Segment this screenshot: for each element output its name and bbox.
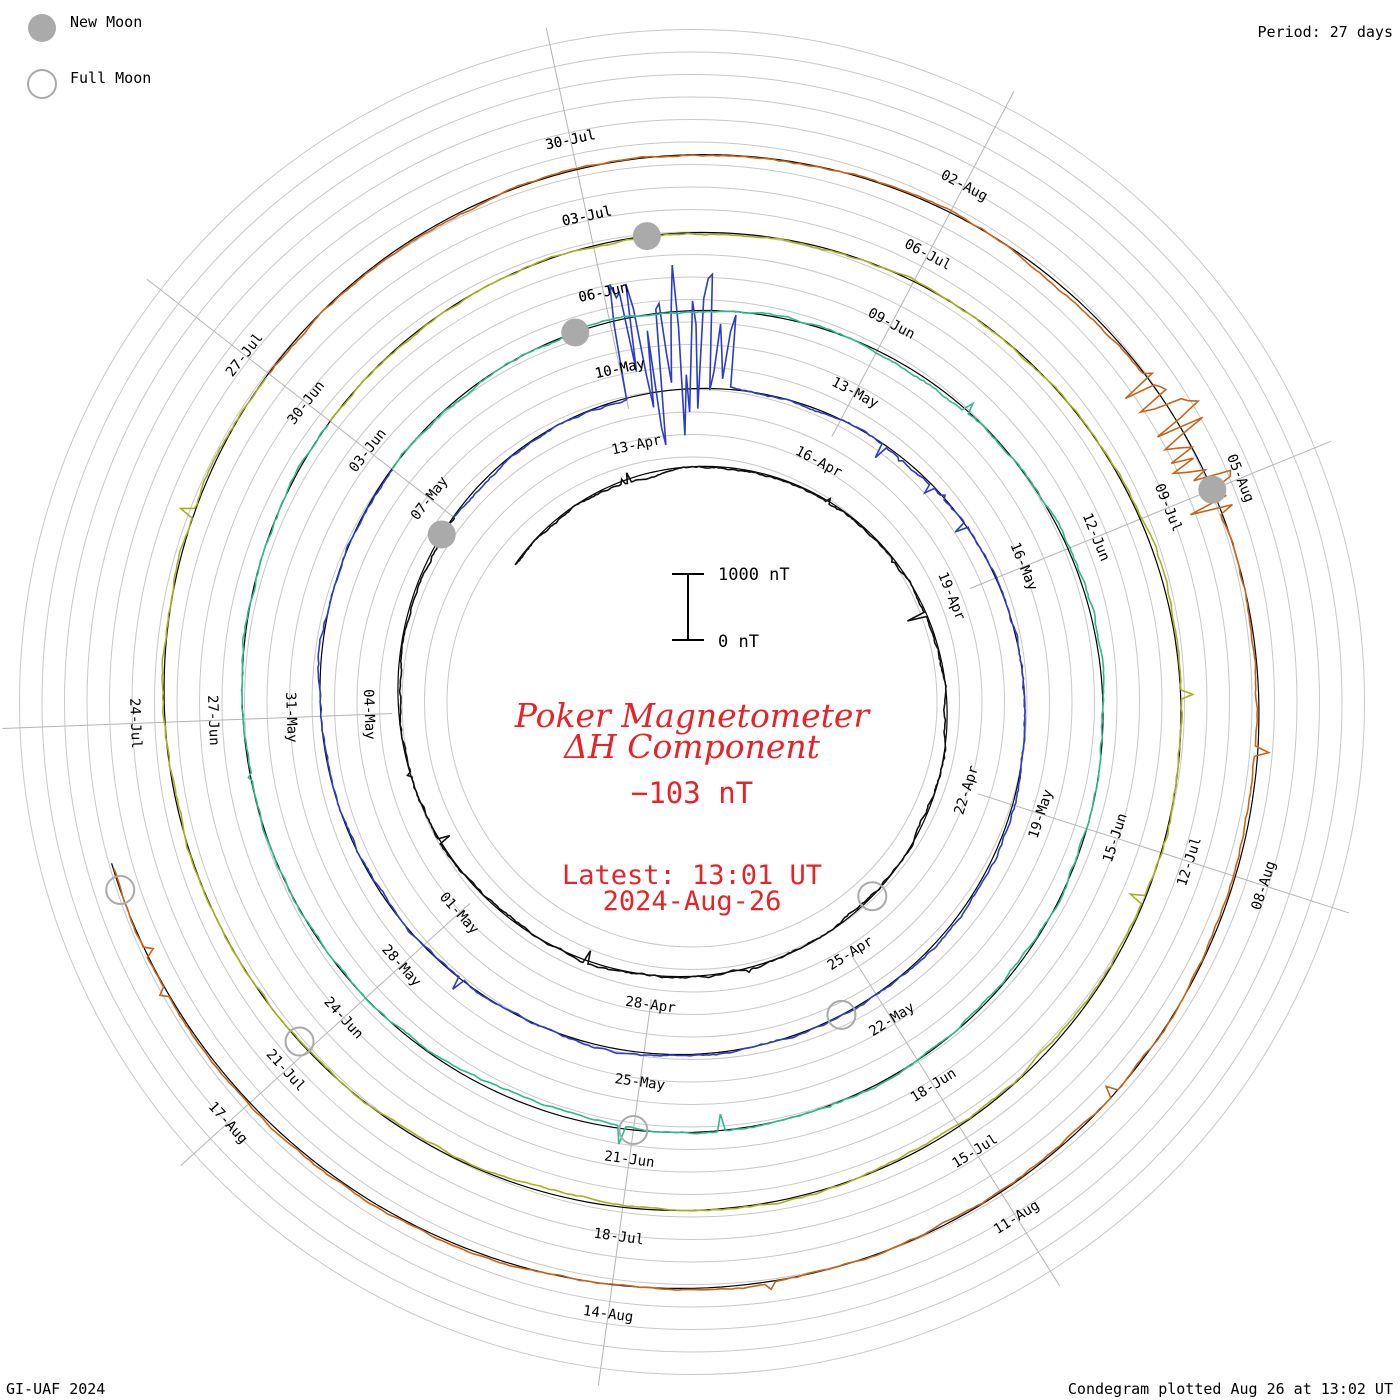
date-label: 04-May xyxy=(360,689,378,740)
latest-time: Latest: 13:01 UT xyxy=(562,860,822,891)
date-spoke xyxy=(180,903,471,1166)
grid-circle xyxy=(154,164,1230,1240)
date-label: 03-Jul xyxy=(561,203,614,229)
grid-circle xyxy=(64,74,1320,1330)
date-spokes xyxy=(2,27,1350,1386)
grid-circle xyxy=(446,456,938,948)
date-spoke xyxy=(851,955,1061,1287)
new-moon-legend-label: New Moon xyxy=(70,13,142,31)
date-label: 25-May xyxy=(614,1071,666,1094)
grid-circle xyxy=(289,299,1095,1105)
date-spoke xyxy=(977,793,1350,914)
chart-title-line2: ΔH Component xyxy=(562,727,821,766)
date-label: 22-Apr xyxy=(952,764,983,817)
new-moon-legend-icon xyxy=(28,14,56,42)
latest-date: 2024-Aug-26 xyxy=(603,886,782,917)
date-label: 27-Jul xyxy=(223,330,267,380)
trace-2024-06-03 xyxy=(240,310,1105,1145)
full-moon-legend-label: Full Moon xyxy=(70,69,151,87)
moon-markers xyxy=(105,222,1227,1146)
date-label: 25-Apr xyxy=(825,933,876,973)
chart-title-line1: Poker Magnetometer xyxy=(514,696,872,735)
full-moon-icon xyxy=(857,881,888,912)
full-moon-legend-icon xyxy=(27,69,57,99)
grid-circle xyxy=(109,119,1275,1285)
trace-2024-07-27 xyxy=(113,154,1271,1292)
date-label: 24-Jul xyxy=(126,698,144,749)
date-label: 02-Aug xyxy=(938,167,990,205)
grid-circle xyxy=(379,389,1005,1015)
grid-circle xyxy=(356,366,1028,1038)
date-spoke xyxy=(831,91,1015,437)
date-label: 07-May xyxy=(408,474,452,524)
date-label: 27-Jun xyxy=(204,695,222,746)
date-spoke xyxy=(597,999,652,1386)
data-traces xyxy=(113,154,1271,1292)
grid-circle xyxy=(199,209,1185,1195)
date-label: 13-May xyxy=(829,374,881,412)
period-label: Period: 27 days xyxy=(1258,23,1393,41)
trace-2024-04-10 xyxy=(398,465,947,979)
date-label: 16-Apr xyxy=(792,443,844,481)
new-moon-icon xyxy=(427,520,456,549)
date-label: 09-Jul xyxy=(1151,481,1185,534)
new-moon-icon xyxy=(561,318,590,347)
full-moon-icon xyxy=(618,1115,649,1146)
date-spoke xyxy=(2,713,393,729)
date-label: 13-Apr xyxy=(610,432,663,458)
grid-circle xyxy=(41,51,1343,1353)
date-spoke xyxy=(146,278,456,519)
grid-circle xyxy=(19,29,1365,1375)
grid-circle xyxy=(221,231,1163,1173)
credit-label: GI-UAF 2024 xyxy=(6,1380,105,1398)
date-label: 30-Jun xyxy=(285,378,329,428)
date-label: 12-Jul xyxy=(1174,835,1205,888)
full-moon-icon xyxy=(284,1026,315,1057)
new-moon-icon xyxy=(632,222,661,251)
grid-circle xyxy=(244,254,1140,1150)
date-label: 19-May xyxy=(1026,788,1057,841)
date-label: 06-Jul xyxy=(902,236,954,274)
date-label: 16-May xyxy=(1006,540,1040,593)
date-label: 30-Jul xyxy=(544,127,597,153)
date-label: 28-Apr xyxy=(624,994,676,1017)
scale-bar xyxy=(672,573,704,641)
full-moon-icon xyxy=(826,999,857,1030)
date-spoke xyxy=(545,27,630,409)
grid-circle xyxy=(401,411,983,993)
date-label: 08-Aug xyxy=(1249,859,1280,912)
current-value: −103 nT xyxy=(631,776,753,810)
date-spoke xyxy=(969,440,1332,590)
date-label: 31-May xyxy=(282,692,300,743)
trace-2024-05-07 xyxy=(317,265,1026,1057)
grid-circle xyxy=(131,141,1253,1263)
date-label: 15-Jul xyxy=(949,1131,1000,1171)
date-label: 21-Jun xyxy=(603,1148,655,1171)
date-label: 28-May xyxy=(378,942,424,990)
date-label: 18-Jul xyxy=(593,1226,645,1249)
date-label: 03-Jun xyxy=(346,426,390,476)
date-label: 14-Aug xyxy=(582,1303,634,1326)
date-label: 18-Jun xyxy=(908,1065,959,1105)
trace-2024-06-30 xyxy=(161,232,1195,1212)
grid-circles xyxy=(19,29,1365,1375)
new-moon-icon xyxy=(1198,475,1227,504)
scale-bottom-label: 0 nT xyxy=(718,632,759,652)
grid-circle xyxy=(424,434,960,970)
date-label: 19-Apr xyxy=(934,570,968,623)
grid-circle xyxy=(176,186,1208,1218)
date-label: 11-Aug xyxy=(991,1197,1042,1237)
grid-circle xyxy=(86,96,1298,1308)
grid-circle xyxy=(266,276,1118,1128)
date-label: 01-May xyxy=(436,889,482,937)
date-label: 15-Jun xyxy=(1100,811,1131,864)
scale-top-label: 1000 nT xyxy=(718,565,790,585)
full-moon-icon xyxy=(105,874,136,905)
plotted-label: Condegram plotted Aug 26 at 13:02 UT xyxy=(1068,1380,1393,1398)
date-label: 22-May xyxy=(866,999,917,1039)
